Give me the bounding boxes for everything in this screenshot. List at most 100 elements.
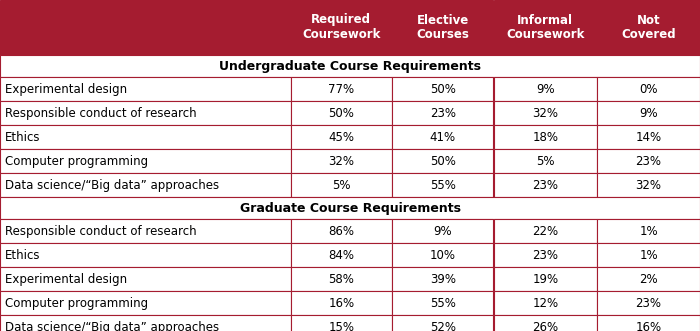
Bar	[0, 55, 700, 77]
Bar	[597, 125, 700, 149]
Bar	[494, 267, 597, 291]
Text: 41%: 41%	[430, 130, 456, 144]
Bar	[597, 219, 700, 243]
Bar	[0, 243, 290, 267]
Bar	[597, 267, 700, 291]
Text: Data science/“Big data” approaches: Data science/“Big data” approaches	[5, 178, 219, 192]
Text: Not
Covered: Not Covered	[621, 14, 676, 41]
Bar	[392, 101, 494, 125]
Text: 77%: 77%	[328, 82, 354, 96]
Bar	[494, 243, 597, 267]
Bar	[494, 315, 597, 331]
Bar	[0, 101, 290, 125]
Text: 32%: 32%	[532, 107, 559, 119]
Bar	[0, 149, 290, 173]
Text: 52%: 52%	[430, 320, 456, 331]
Bar	[392, 219, 494, 243]
Text: 16%: 16%	[328, 297, 354, 309]
Text: 1%: 1%	[639, 249, 658, 261]
Bar	[494, 173, 597, 197]
Text: 1%: 1%	[639, 224, 658, 238]
Bar	[0, 77, 290, 101]
Text: 23%: 23%	[532, 249, 559, 261]
Bar	[597, 0, 700, 55]
Text: Undergraduate Course Requirements: Undergraduate Course Requirements	[219, 60, 481, 72]
Bar	[290, 315, 392, 331]
Bar	[0, 0, 290, 55]
Text: Computer programming: Computer programming	[5, 155, 148, 167]
Text: Ethics: Ethics	[5, 130, 41, 144]
Bar	[597, 77, 700, 101]
Text: Responsible conduct of research: Responsible conduct of research	[5, 224, 197, 238]
Text: 9%: 9%	[639, 107, 658, 119]
Bar	[597, 243, 700, 267]
Bar	[392, 149, 494, 173]
Bar	[290, 0, 392, 55]
Bar	[392, 0, 494, 55]
Bar	[392, 173, 494, 197]
Text: 58%: 58%	[328, 272, 354, 286]
Text: Experimental design: Experimental design	[5, 272, 127, 286]
Text: Informal
Coursework: Informal Coursework	[506, 14, 584, 41]
Bar	[0, 197, 700, 219]
Text: 55%: 55%	[430, 178, 456, 192]
Text: Required
Coursework: Required Coursework	[302, 14, 380, 41]
Text: 23%: 23%	[636, 155, 662, 167]
Text: 14%: 14%	[636, 130, 662, 144]
Bar	[290, 267, 392, 291]
Text: 2%: 2%	[639, 272, 658, 286]
Text: 39%: 39%	[430, 272, 456, 286]
Bar	[0, 267, 290, 291]
Bar	[290, 291, 392, 315]
Bar	[597, 149, 700, 173]
Text: 9%: 9%	[536, 82, 554, 96]
Bar	[392, 267, 494, 291]
Bar	[494, 77, 597, 101]
Text: Experimental design: Experimental design	[5, 82, 127, 96]
Text: 84%: 84%	[328, 249, 354, 261]
Bar	[597, 101, 700, 125]
Bar	[494, 0, 597, 55]
Text: 5%: 5%	[536, 155, 554, 167]
Text: 55%: 55%	[430, 297, 456, 309]
Bar	[494, 149, 597, 173]
Bar	[290, 77, 392, 101]
Bar	[290, 101, 392, 125]
Bar	[290, 149, 392, 173]
Bar	[494, 291, 597, 315]
Text: 32%: 32%	[328, 155, 354, 167]
Bar	[0, 315, 290, 331]
Text: 50%: 50%	[328, 107, 354, 119]
Bar	[0, 173, 290, 197]
Text: Graduate Course Requirements: Graduate Course Requirements	[239, 202, 461, 214]
Bar	[0, 219, 290, 243]
Bar	[290, 243, 392, 267]
Text: 32%: 32%	[636, 178, 662, 192]
Bar	[290, 173, 392, 197]
Bar	[392, 315, 494, 331]
Text: Data science/“Big data” approaches: Data science/“Big data” approaches	[5, 320, 219, 331]
Text: 19%: 19%	[532, 272, 559, 286]
Text: Responsible conduct of research: Responsible conduct of research	[5, 107, 197, 119]
Bar	[392, 243, 494, 267]
Bar	[494, 101, 597, 125]
Text: Computer programming: Computer programming	[5, 297, 148, 309]
Bar	[290, 125, 392, 149]
Text: 86%: 86%	[328, 224, 354, 238]
Text: 23%: 23%	[636, 297, 662, 309]
Text: 15%: 15%	[328, 320, 354, 331]
Text: 50%: 50%	[430, 155, 456, 167]
Text: 0%: 0%	[639, 82, 658, 96]
Bar	[597, 291, 700, 315]
Text: 5%: 5%	[332, 178, 351, 192]
Text: 22%: 22%	[532, 224, 559, 238]
Bar	[494, 219, 597, 243]
Bar	[290, 219, 392, 243]
Text: 26%: 26%	[532, 320, 559, 331]
Text: Ethics: Ethics	[5, 249, 41, 261]
Bar	[597, 315, 700, 331]
Bar	[392, 77, 494, 101]
Text: 9%: 9%	[433, 224, 452, 238]
Bar	[392, 125, 494, 149]
Text: 16%: 16%	[636, 320, 662, 331]
